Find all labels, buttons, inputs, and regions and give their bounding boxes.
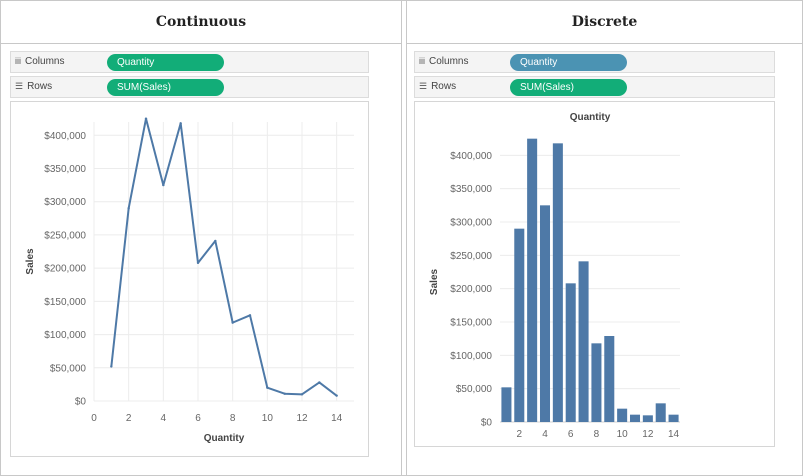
y-tick-label: $200,000 [44,264,86,275]
y-tick-label: $250,000 [44,230,86,241]
y-axis-label: Sales [25,248,36,275]
data-point [214,239,217,243]
data-point [231,321,234,324]
data-point [283,392,286,395]
x-tick-label: 14 [331,413,343,424]
bar-chart-view: Quantity $0 $50,000 $100,000 $150,000 $200,00… [414,101,775,447]
line-chart-view: $0 $50,000 $100,000 $150,000 $200,000 $250,00… [10,101,369,457]
bar [565,283,576,422]
columns-icon: iii [419,56,425,66]
columns-shelf-label: iii Columns [15,56,64,67]
y-tick-label: $300,000 [450,218,492,229]
y-tick-label: $400,000 [44,131,86,142]
panel-title: Discrete [407,1,802,44]
columns-shelf[interactable]: iii Columns Quantity [414,51,775,73]
y-tick-label: $0 [75,397,87,408]
bar [552,143,563,423]
x-tick-label: 8 [594,429,600,440]
x-axis-label: Quantity [204,433,245,444]
bar [617,408,628,422]
bar [655,403,666,422]
rows-shelf-text: Rows [27,81,53,92]
y-tick-label: $300,000 [44,197,86,208]
y-tick-label: $400,000 [450,151,492,162]
columns-shelf[interactable]: iii Columns Quantity [10,51,369,73]
data-point [162,183,165,187]
columns-shelf-text: Columns [429,56,469,67]
rows-shelf[interactable]: ☰ Rows SUM(Sales) [414,76,775,98]
y-tick-label: $150,000 [450,318,492,329]
line-chart: $0 $50,000 $100,000 $150,000 $200,000 $250,00… [25,117,354,444]
rows-pill[interactable]: SUM(Sales) [510,79,627,96]
bar [527,138,538,422]
x-tick-label: 6 [568,429,574,440]
x-tick-label: 6 [195,413,201,424]
bar [642,415,653,422]
y-tick-label: $100,000 [450,351,492,362]
x-tick-label: 2 [126,413,132,424]
rows-icon: ☰ [419,81,428,91]
bar-chart: Quantity $0 $50,000 $100,000 $150,000 $200,00… [429,112,680,440]
x-tick-label: 4 [542,429,548,440]
bar [539,205,551,422]
bar [668,414,679,422]
rows-icon: ☰ [15,81,24,91]
series-line [110,117,338,397]
columns-pill[interactable]: Quantity [107,54,224,71]
data-point [318,381,321,384]
x-tick-label: 12 [296,413,308,424]
bar [514,228,525,422]
rows-shelf[interactable]: ☰ Rows SUM(Sales) [10,76,369,98]
x-tick-label: 10 [262,413,274,424]
x-tick-label: 0 [91,413,97,424]
bar [604,336,615,422]
y-tick-label: $50,000 [50,363,87,374]
rows-shelf-label: ☰ Rows [15,81,52,92]
x-tick-label: 12 [642,429,654,440]
data-point [300,393,304,396]
data-point [144,117,148,120]
data-point [196,261,200,265]
y-tick-label: $250,000 [450,251,492,262]
data-point [127,207,130,210]
discrete-panel: Discrete iii Columns Quantity ☰ Rows SUM(S… [406,1,802,475]
chart-title: Quantity [570,112,611,123]
y-tick-label: $50,000 [456,384,493,395]
y-axis-label: Sales [429,268,440,295]
rows-pill[interactable]: SUM(Sales) [107,79,224,96]
bar [591,343,602,422]
y-tick-label: $350,000 [450,184,492,195]
x-tick-label: 4 [161,413,167,424]
x-tick-label: 8 [230,413,236,424]
columns-shelf-text: Columns [25,56,65,67]
data-point [248,314,252,317]
continuous-panel: Continuous iii Columns Quantity ☰ Rows SUM… [1,1,402,475]
bar [629,414,641,422]
bar [501,387,512,422]
data-point [266,386,269,389]
columns-shelf-label: iii Columns [419,56,468,67]
rows-shelf-label: ☰ Rows [419,81,456,92]
rows-shelf-text: Rows [431,81,457,92]
x-tick-label: 2 [517,429,523,440]
columns-icon: iii [15,56,21,66]
columns-pill[interactable]: Quantity [510,54,627,71]
bar [578,261,589,422]
y-tick-label: $150,000 [44,297,86,308]
y-tick-label: $100,000 [44,330,86,341]
y-tick-label: $0 [481,418,493,429]
data-point [179,122,182,125]
data-point [335,394,338,397]
x-tick-label: 10 [617,429,629,440]
y-tick-label: $350,000 [44,164,86,175]
data-point [110,365,113,368]
y-tick-label: $200,000 [450,284,492,295]
x-tick-label: 14 [668,429,680,440]
panel-title: Continuous [1,1,401,44]
